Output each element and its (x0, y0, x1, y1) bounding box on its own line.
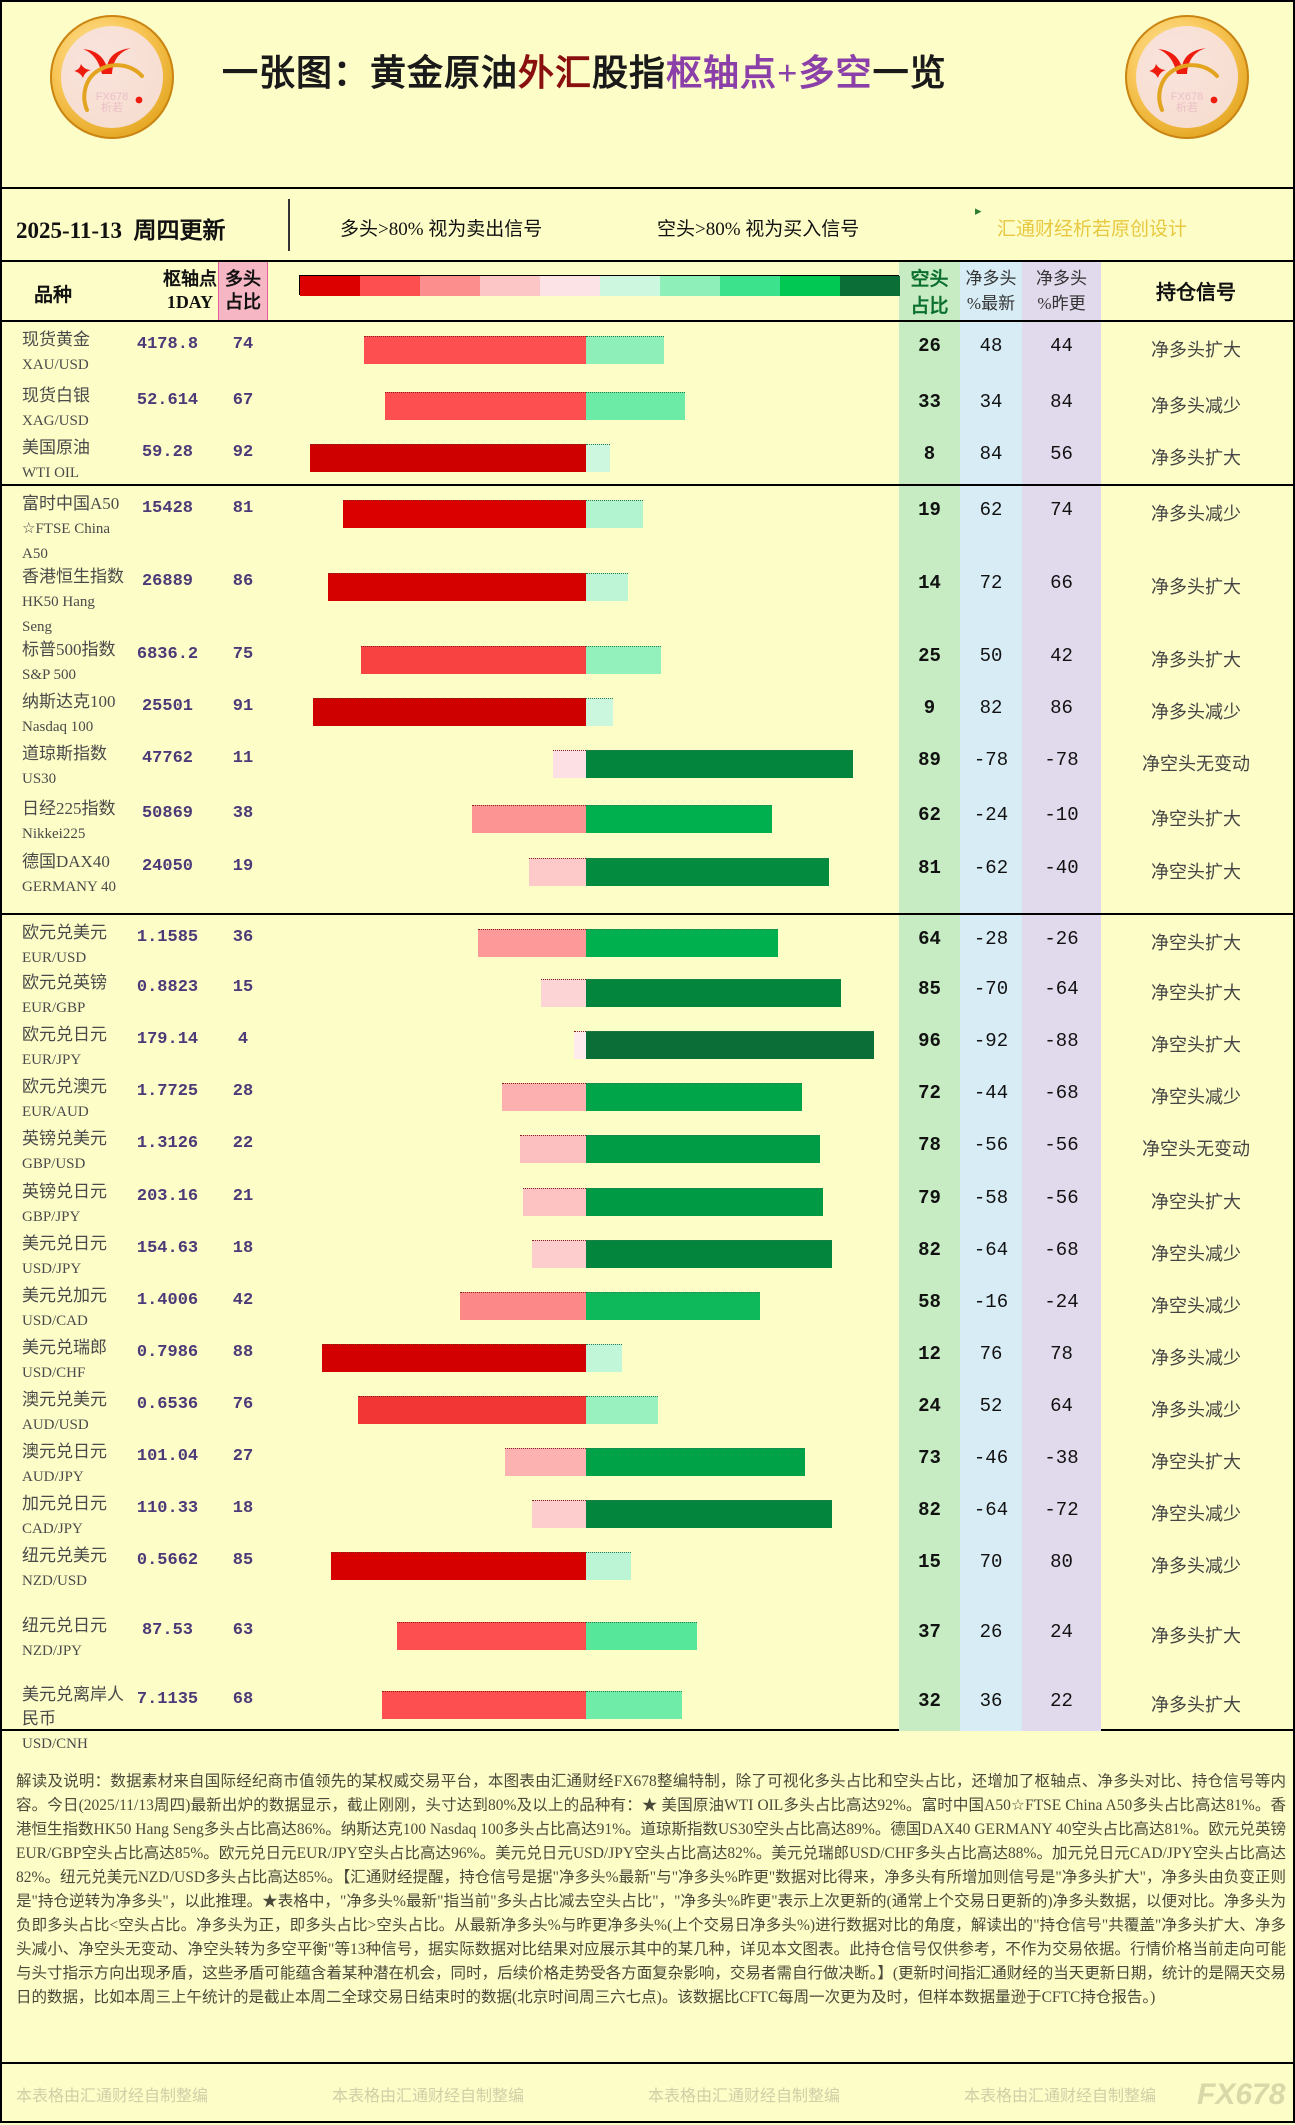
svg-text:析若: 析若 (1176, 100, 1198, 114)
svg-text:析若: 析若 (101, 100, 123, 114)
